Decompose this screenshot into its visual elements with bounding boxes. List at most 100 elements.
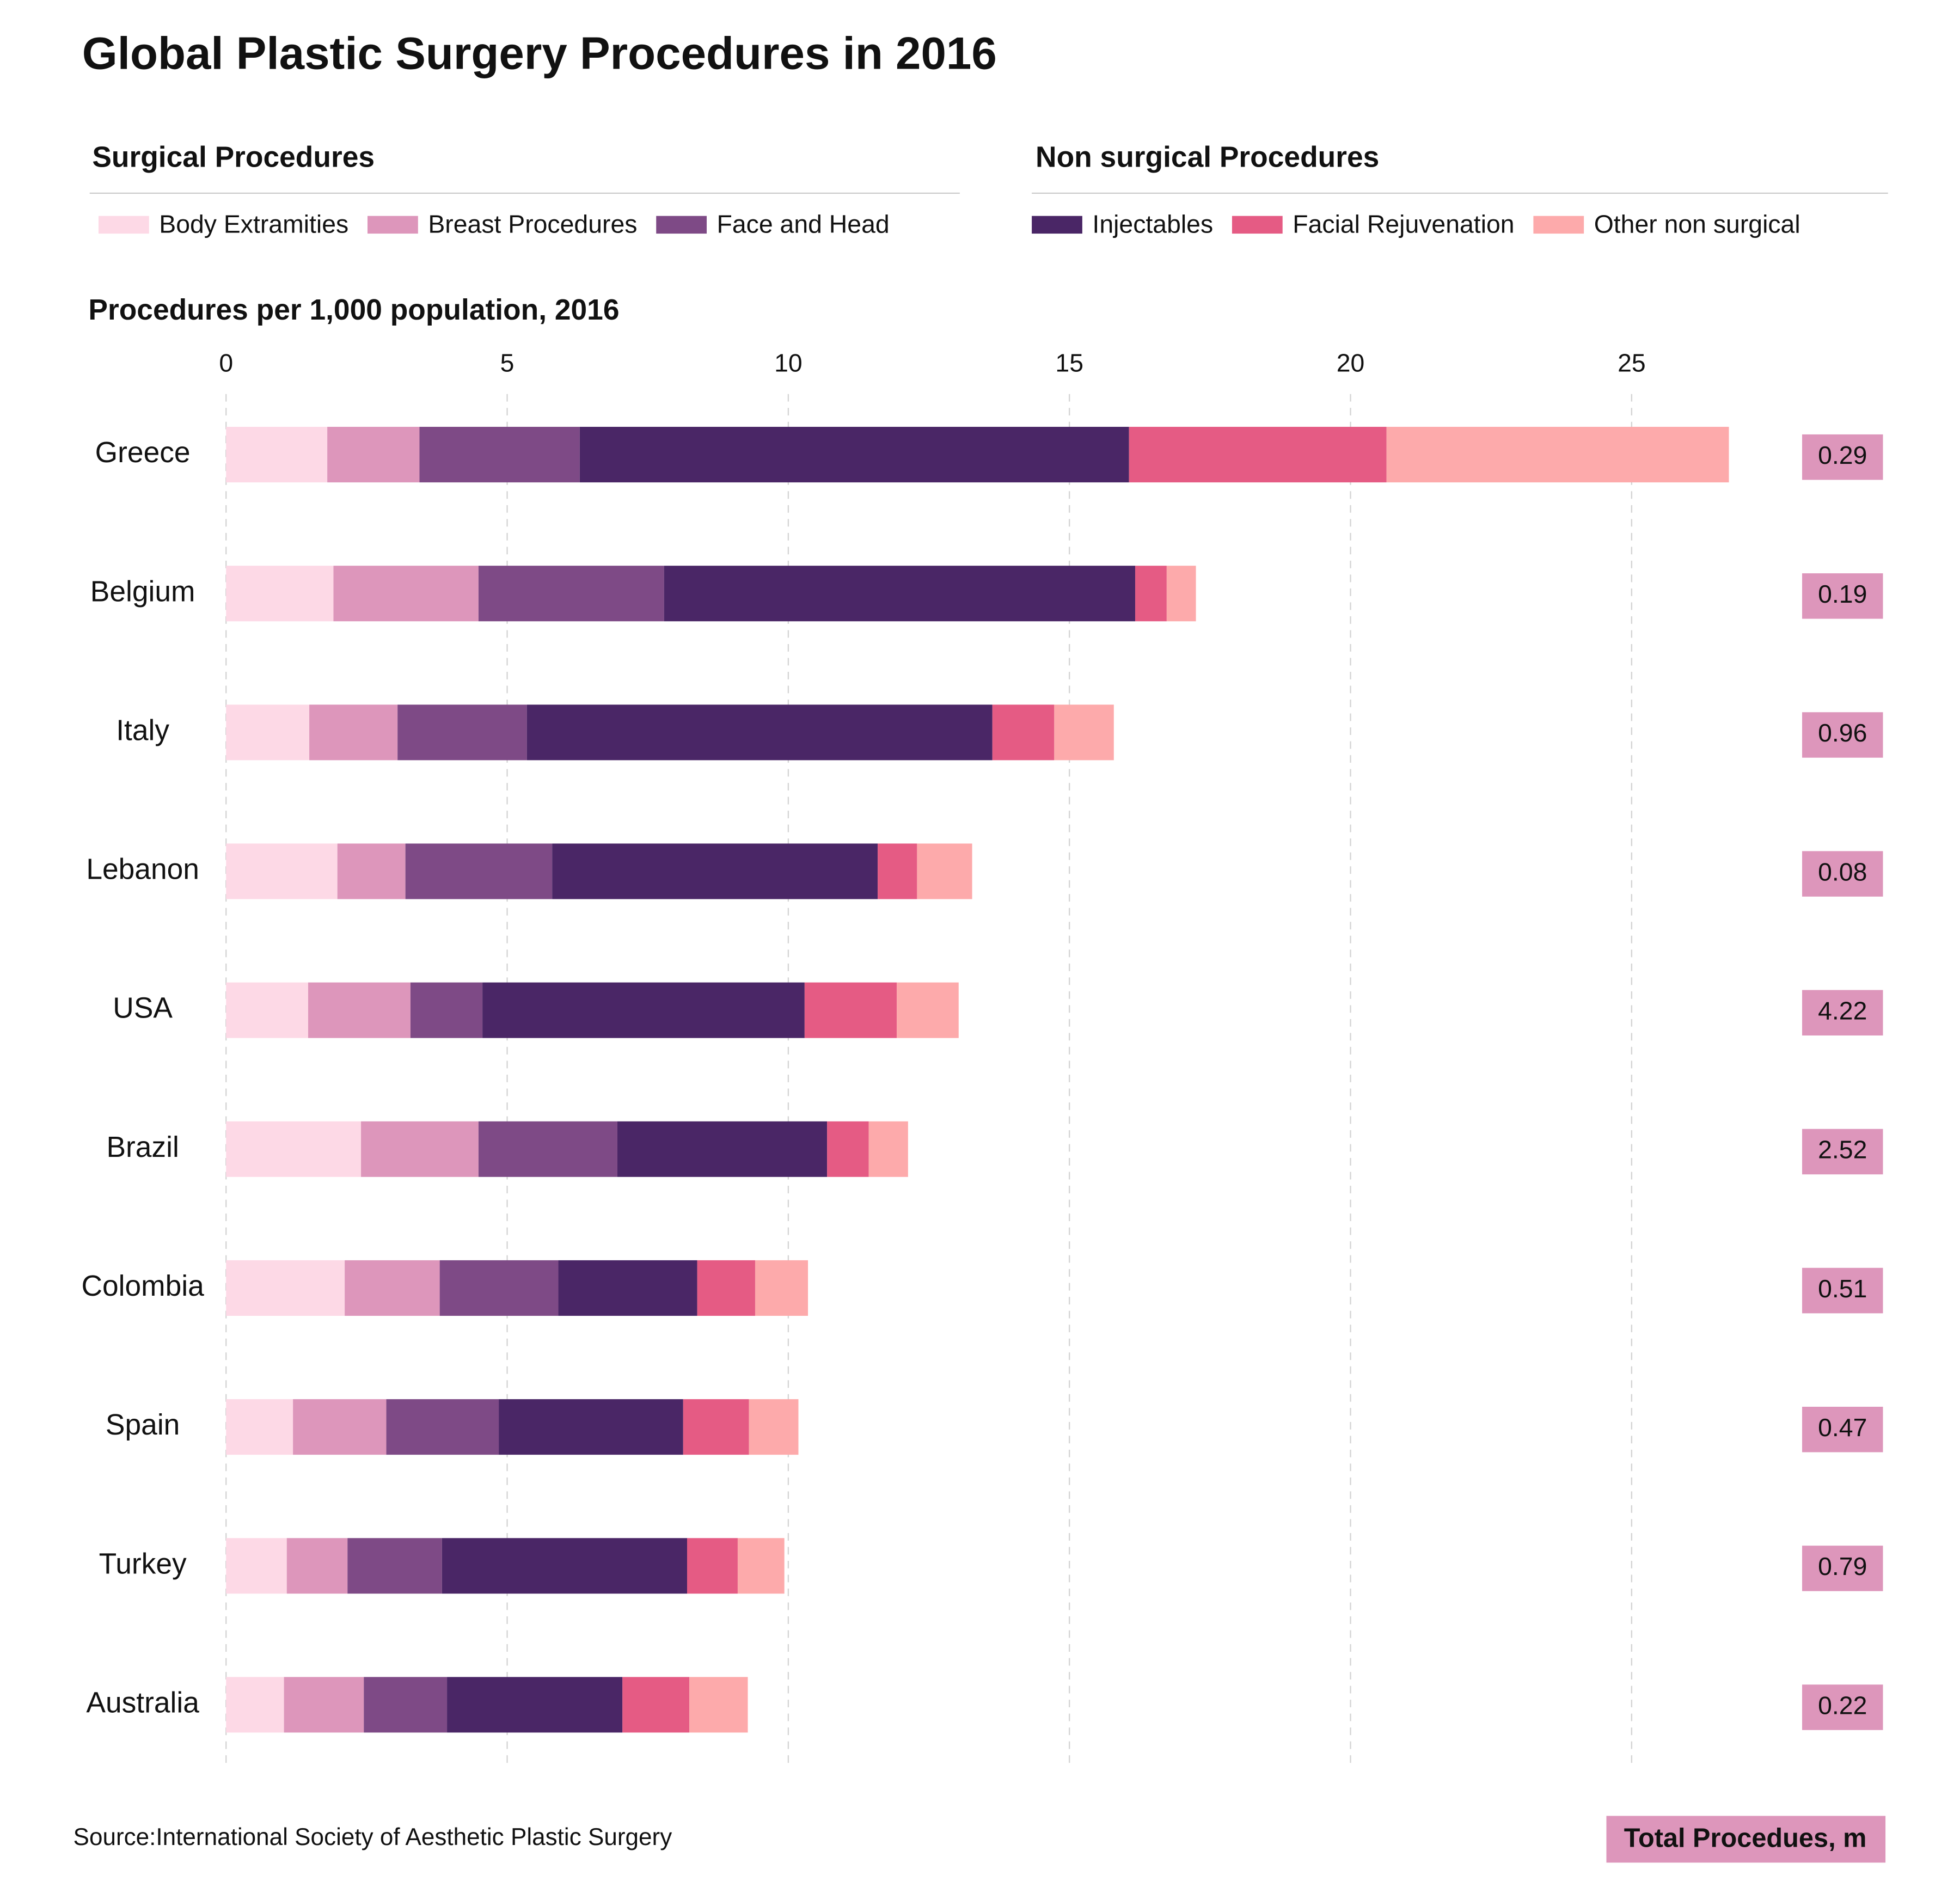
legend-swatch (1533, 216, 1584, 234)
bar-segment (526, 704, 993, 761)
y-tick-label: Spain (106, 1409, 180, 1441)
bar-segment (499, 1399, 683, 1455)
bar-segment (345, 1260, 440, 1316)
legend-swatch (1032, 216, 1082, 234)
x-tick-label: 10 (774, 349, 803, 377)
bar-segment (364, 1677, 448, 1733)
bar-segment (558, 1260, 697, 1316)
total-label: 0.29 (1818, 441, 1867, 469)
bar-segment (397, 704, 527, 761)
bar-segment (386, 1399, 499, 1455)
y-tick-label: Colombia (82, 1270, 205, 1302)
bar-segment (478, 1121, 617, 1177)
bar-segment (664, 566, 1136, 622)
total-label: 0.96 (1818, 719, 1867, 747)
legend-label: Injectables (1092, 210, 1213, 238)
legend-label: Body Extramities (159, 210, 348, 238)
bar-segment (1386, 427, 1729, 483)
bar-segment (284, 1677, 364, 1733)
bar-segment (226, 1677, 284, 1733)
bar-segment (361, 1121, 479, 1177)
legend-label: Breast Procedures (428, 210, 637, 238)
total-label: 0.79 (1818, 1552, 1867, 1580)
bar-segment (737, 1538, 785, 1594)
bar-segment (1054, 704, 1114, 761)
bar-segment (226, 427, 328, 483)
legend-label: Facial Rejuvenation (1293, 210, 1514, 238)
bar-segment (897, 982, 959, 1038)
bar-segment (347, 1538, 442, 1594)
axis-title: Procedures per 1,000 population, 2016 (88, 294, 619, 326)
bar-segment (804, 982, 897, 1038)
bar-segment (226, 704, 310, 761)
bar-segment (447, 1677, 623, 1733)
bar-segment (405, 843, 553, 899)
bar-segment (308, 982, 411, 1038)
bar-segment (579, 427, 1129, 483)
totals-title: Total Procedues, m (1624, 1823, 1867, 1853)
source: Source:International Society of Aestheti… (74, 1824, 672, 1850)
totals-title-box (1606, 1816, 1886, 1863)
bar-segment (226, 566, 334, 622)
total-label: 0.22 (1818, 1691, 1867, 1719)
x-tick-label: 25 (1618, 349, 1646, 377)
bar-segment (1129, 427, 1387, 483)
bar-segment (333, 566, 479, 622)
bar-segment (337, 843, 406, 899)
x-tick-label: 20 (1337, 349, 1365, 377)
total-box (1802, 1129, 1883, 1175)
bar-segment (687, 1538, 738, 1594)
total-box (1802, 851, 1883, 897)
legend-swatch (1232, 216, 1283, 234)
bar-segment (226, 1538, 287, 1594)
bar-segment (552, 843, 878, 899)
total-box (1802, 1546, 1883, 1591)
total-box (1802, 1684, 1883, 1730)
bar-segment (689, 1677, 748, 1733)
bar-segment (442, 1538, 688, 1594)
bar-segment (226, 1260, 345, 1316)
total-box (1802, 1406, 1883, 1452)
bar-segment (419, 427, 580, 483)
bar-segment (226, 1399, 293, 1455)
bar-segment (749, 1399, 799, 1455)
legend-label: Other non surgical (1594, 210, 1800, 238)
bar-segment (482, 982, 805, 1038)
chart-title: Global Plastic Surgery Procedures in 201… (82, 27, 997, 78)
bar-segment (226, 1121, 362, 1177)
total-label: 4.22 (1818, 997, 1867, 1025)
x-tick-label: 0 (219, 349, 233, 377)
y-tick-label: Turkey (99, 1548, 187, 1580)
total-box (1802, 1267, 1883, 1314)
bar-segment (1135, 566, 1167, 622)
legend-swatch (367, 216, 418, 234)
bar-segment (410, 982, 483, 1038)
bar-segment (827, 1121, 869, 1177)
legend-group-title: Surgical Procedures (92, 141, 375, 173)
bar-segment (478, 566, 664, 622)
total-box (1802, 712, 1883, 758)
y-tick-label: Italy (116, 714, 169, 746)
y-tick-label: Brazil (106, 1131, 179, 1163)
total-label: 0.51 (1818, 1274, 1867, 1303)
legend-group-title: Non surgical Procedures (1036, 141, 1379, 173)
bar-segment (697, 1260, 755, 1316)
y-tick-label: Australia (86, 1687, 199, 1719)
bar-segment (622, 1677, 690, 1733)
bar-segment (617, 1121, 828, 1177)
bar-segment (226, 843, 338, 899)
bar-segment (1166, 566, 1196, 622)
y-tick-label: USA (113, 992, 173, 1025)
legend-swatch (98, 216, 149, 234)
total-box (1802, 573, 1883, 619)
bar-segment (286, 1538, 348, 1594)
bar-segment (309, 704, 398, 761)
bar-segment (226, 982, 308, 1038)
total-label: 2.52 (1818, 1136, 1867, 1164)
y-tick-label: Belgium (90, 575, 195, 608)
x-tick-label: 15 (1055, 349, 1083, 377)
total-box (1802, 990, 1883, 1036)
bar-segment (755, 1260, 808, 1316)
total-box (1802, 434, 1883, 480)
legend-swatch (656, 216, 707, 234)
